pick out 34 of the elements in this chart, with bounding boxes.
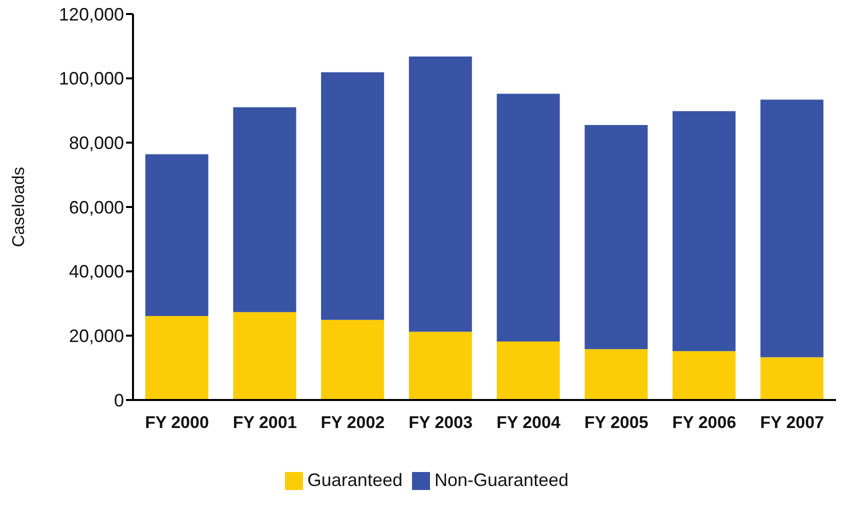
legend-label: Guaranteed xyxy=(307,470,402,490)
bar xyxy=(672,351,736,400)
bar xyxy=(408,332,472,400)
y-tick-label: 60,000 xyxy=(68,197,124,218)
x-tick-label: FY 2000 xyxy=(144,413,209,432)
legend-label: Non-Guaranteed xyxy=(434,470,569,490)
x-tick-label: FY 2006 xyxy=(672,413,736,432)
y-tick-label: 40,000 xyxy=(68,262,124,282)
bar xyxy=(145,154,208,316)
x-tick-label: FY 2004 xyxy=(496,413,561,432)
bar xyxy=(760,357,824,400)
bar xyxy=(672,111,736,352)
bar xyxy=(584,349,648,400)
y-tick-label: 20,000 xyxy=(68,326,124,346)
y-tick-label: 80,000 xyxy=(68,133,124,154)
bar xyxy=(496,341,560,400)
bar xyxy=(408,56,472,332)
bar xyxy=(496,94,560,342)
x-tick-label: FY 2003 xyxy=(408,413,473,432)
x-tick-label: FY 2002 xyxy=(320,413,385,432)
bar xyxy=(321,72,384,320)
y-tick-label: 100,000 xyxy=(58,68,124,89)
bar xyxy=(584,124,648,350)
bar xyxy=(233,312,296,400)
x-tick-label: FY 2007 xyxy=(760,413,824,432)
bar xyxy=(760,100,824,358)
x-tick-label: FY 2001 xyxy=(232,413,297,432)
y-tick-label: 120,000 xyxy=(58,4,124,24)
y-tick-label: 0 xyxy=(114,390,124,410)
y-axis-title: Caseloads xyxy=(9,166,28,248)
x-tick-label: FY 2005 xyxy=(584,413,648,432)
bar xyxy=(233,107,296,312)
bar xyxy=(145,316,208,400)
bar xyxy=(321,320,384,400)
